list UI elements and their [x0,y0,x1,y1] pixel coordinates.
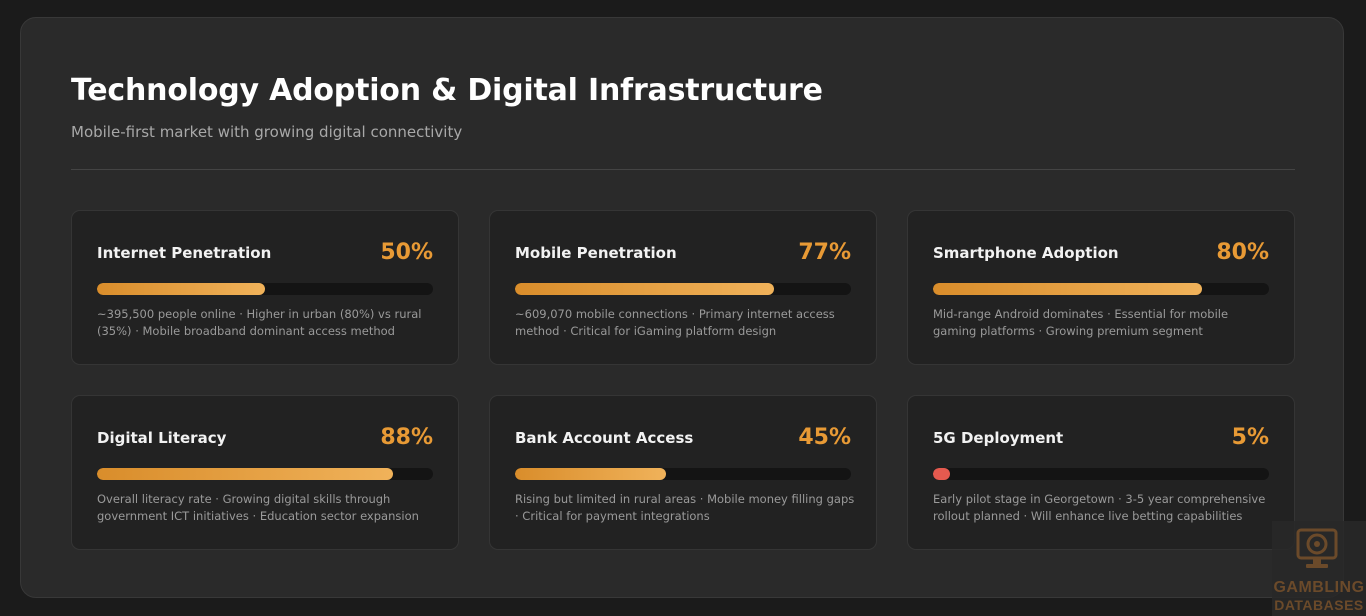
progress-track [515,283,851,295]
watermark-line1: GAMBLING [1273,579,1365,596]
tech-adoption-panel: Technology Adoption & Digital Infrastruc… [20,17,1344,598]
metric-label: Digital Literacy [97,429,227,447]
metric-value: 50% [380,240,433,265]
page-subtitle: Mobile-first market with growing digital… [71,123,463,141]
metric-value: 77% [798,240,851,265]
metric-description: Early pilot stage in Georgetown · 3-5 ye… [933,492,1266,523]
metric-value: 80% [1216,240,1269,265]
metric-value: 45% [798,425,851,450]
metric-label: Smartphone Adoption [933,244,1119,262]
progress-fill [933,468,950,480]
progress-fill [933,283,1202,295]
metric-description: Mid-range Android dominates · Essential … [933,307,1229,338]
metric-label: 5G Deployment [933,429,1064,447]
progress-fill [515,283,774,295]
metric-card-internet-penetration: Internet Penetration 50% ~395,500 people… [71,210,459,365]
metric-card-digital-literacy: Digital Literacy 88% Overall literacy ra… [71,395,459,550]
metric-label: Mobile Penetration [515,244,677,262]
metric-label: Bank Account Access [515,429,694,447]
progress-fill [97,468,393,480]
metric-description: Overall literacy rate · Growing digital … [97,492,419,523]
metric-card-mobile-penetration: Mobile Penetration 77% ~609,070 mobile c… [489,210,877,365]
metric-card-bank-account-access: Bank Account Access 45% Rising but limit… [489,395,877,550]
progress-track [97,468,433,480]
progress-track [97,283,433,295]
progress-track [933,468,1269,480]
metric-value: 88% [380,425,433,450]
metric-card-5g-deployment: 5G Deployment 5% Early pilot stage in Ge… [907,395,1295,550]
watermark-logo: GAMBLING DATABASES [1272,521,1366,616]
metric-description: ~609,070 mobile connections · Primary in… [515,307,835,338]
metric-description: Rising but limited in rural areas · Mobi… [515,492,855,523]
header-divider [71,169,1295,170]
metric-label: Internet Penetration [97,244,272,262]
progress-fill [97,283,265,295]
progress-track [933,283,1269,295]
metric-value: 5% [1231,425,1269,450]
progress-track [515,468,851,480]
watermark-line2: DATABASES [1274,597,1364,613]
progress-fill [515,468,667,480]
metric-card-smartphone-adoption: Smartphone Adoption 80% Mid-range Androi… [907,210,1295,365]
metric-description: ~395,500 people online · Higher in urban… [97,307,422,338]
casino-chip-monitor-icon [1296,528,1338,568]
page-title: Technology Adoption & Digital Infrastruc… [71,73,823,108]
